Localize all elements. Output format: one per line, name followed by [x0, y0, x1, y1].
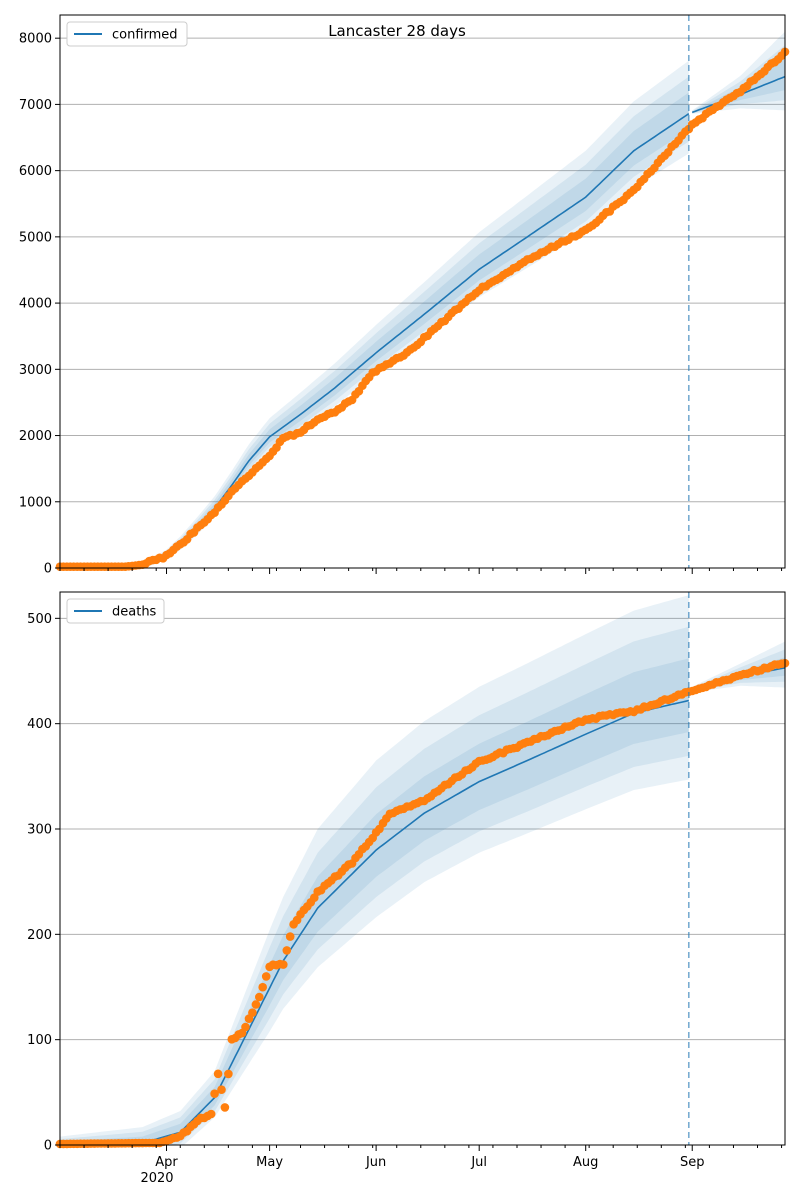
deaths-observed-point — [241, 1022, 250, 1032]
deaths-observed-point — [258, 982, 268, 992]
deaths-observed-point — [279, 960, 288, 969]
deaths-plot-area — [60, 592, 785, 1145]
deaths-observed-point — [251, 1000, 261, 1009]
confirmed-axes-frame — [59, 14, 786, 569]
x-tick-label: Jun — [365, 1155, 386, 1170]
deaths-observed-point — [248, 1008, 257, 1017]
x-tick-label: Aug — [573, 1155, 598, 1170]
confirmed-legend: confirmed — [66, 21, 188, 47]
confirmed-legend-box — [66, 21, 188, 47]
confirmed-uncertainty-band — [692, 45, 785, 114]
x-tick-label: May — [256, 1155, 283, 1170]
confirmed-y-tick-label: 2000 — [19, 429, 52, 444]
confirmed-y-tick-label: 0 — [44, 562, 52, 577]
confirmed-y-tick-label: 4000 — [19, 297, 52, 312]
deaths-axes-frame — [59, 591, 786, 1146]
deaths-y-tick-label: 400 — [27, 717, 52, 732]
deaths-y-tick-label: 100 — [27, 1033, 52, 1048]
confirmed-panel: 0 1000 2000 3000 4000 5000 6000 7000 8000 Lancas… — [19, 14, 790, 577]
deaths-y-tick-label: 500 — [27, 612, 52, 627]
deaths-model-line — [59, 699, 689, 1146]
confirmed-y-tick-label: 3000 — [19, 363, 52, 378]
deaths-legend: deaths — [66, 598, 165, 624]
deaths-y-tick-label: 300 — [27, 823, 52, 838]
deaths-observed-point — [210, 1089, 219, 1098]
confirmed-uncertainty-band — [60, 60, 689, 568]
x-tick-label: Jul — [470, 1155, 487, 1170]
confirmed-y-tick-label: 8000 — [19, 32, 52, 47]
x-tick-label: Sep — [680, 1155, 705, 1170]
deaths-observed-point — [224, 1069, 233, 1079]
x-tick-label: Apr — [155, 1155, 178, 1170]
deaths-uncertainty-band — [60, 595, 689, 1145]
deaths-observed-point — [282, 946, 292, 955]
deaths-legend-box — [66, 598, 165, 624]
deaths-observed-point — [206, 1109, 216, 1119]
confirmed-legend-label: confirmed — [112, 28, 178, 43]
deaths-observed-point — [254, 992, 264, 1002]
deaths-observed-point — [285, 932, 295, 941]
deaths-observed-point — [261, 972, 271, 981]
deaths-y-tick-label: 0 — [44, 1139, 52, 1154]
deaths-observed-point — [213, 1069, 223, 1079]
confirmed-uncertainty-band — [692, 31, 785, 114]
confirmed-y-tick-label: 7000 — [19, 98, 52, 113]
confirmed-y-tick-label: 6000 — [19, 164, 52, 179]
deaths-y-tick-label: 200 — [27, 928, 52, 943]
confirmed-uncertainty-band — [60, 76, 689, 568]
confirmed-uncertainty-band — [692, 58, 785, 113]
confirmed-plot-area — [60, 15, 785, 568]
chart-title: Lancaster 28 days — [328, 22, 466, 40]
confirmed-uncertainty-band — [60, 92, 689, 568]
deaths-legend-label: deaths — [112, 605, 157, 620]
x-axis-year-label: 2020 — [140, 1171, 173, 1186]
deaths-observed-point — [220, 1103, 230, 1112]
deaths-observed-point — [217, 1085, 226, 1094]
deaths-panel: 0 100 200 300 400 500 Apr May Jun Jul Aug Sep deat… — [27, 591, 790, 1170]
deaths-uncertainty-band — [60, 658, 689, 1145]
confirmed-y-tick-label: 5000 — [19, 230, 52, 245]
deaths-uncertainty-band — [60, 626, 689, 1145]
confirmed-y-tick-label: 1000 — [19, 495, 52, 510]
